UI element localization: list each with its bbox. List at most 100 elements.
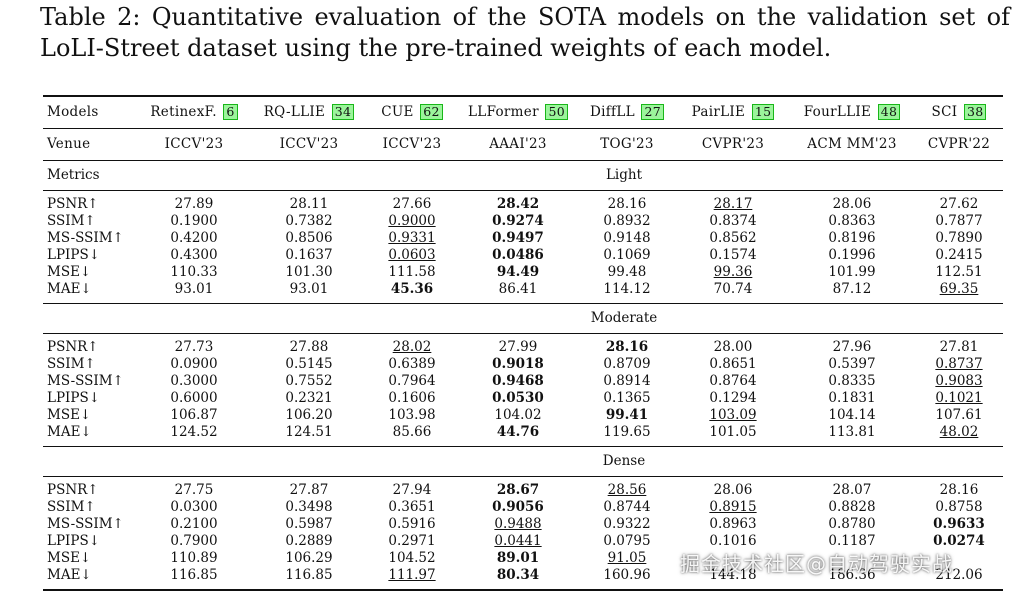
metric-row: SSIM↑ 0.1900 0.7382 0.9000 0.9274 0.8932 0.837… [43, 213, 1003, 230]
value-cell: 0.8374 [709, 213, 757, 229]
venue-cell: ICCV'23 [253, 128, 365, 161]
value-cell: 0.0441 [494, 533, 542, 549]
metric-row: MSE↓ 110.33 101.30 111.58 94.49 99.48 99.36 101… [43, 264, 1003, 281]
citation-link[interactable]: 27 [641, 104, 664, 120]
model-header-cell: RQ-LLIE 34 [253, 95, 365, 129]
value-cell: 80.34 [459, 567, 577, 591]
value-cell: 0.8963 [709, 516, 757, 532]
venue-cell: AAAI'23 [459, 128, 577, 161]
value-cell: 0.6000 [170, 390, 218, 406]
section-header-row: Moderate [43, 303, 1003, 334]
metric-row: SSIM↑ 0.0300 0.3498 0.3651 0.9056 0.8744 0.891… [43, 499, 1003, 516]
value-cell: 48.02 [939, 424, 979, 440]
metric-name: LPIPS↓ [47, 390, 101, 406]
value-cell: 86.41 [498, 281, 538, 297]
model-name: LLFormer [468, 104, 539, 120]
value-cell: 0.6389 [388, 356, 436, 372]
section-title: Dense [459, 446, 789, 477]
metric-row: MAE↓ 124.52 124.51 85.66 44.76 119.65 101.05 11… [43, 424, 1003, 447]
model-header-cell: RetinexF. 6 [135, 95, 253, 129]
value-cell: 0.8932 [603, 213, 651, 229]
value-cell: 0.7552 [285, 373, 333, 389]
value-cell: 0.8758 [935, 499, 983, 515]
metric-name: PSNR↑ [43, 476, 135, 499]
metric-name: MAE↓ [47, 424, 92, 440]
value-cell: 45.36 [390, 281, 434, 297]
citation-link[interactable]: 15 [751, 104, 775, 120]
metric-name: MS-SSIM↑ [47, 230, 124, 246]
metric-name: MSE↓ [47, 264, 92, 280]
value-cell: 0.8562 [709, 230, 757, 246]
value-cell: 93.01 [174, 281, 214, 297]
value-cell: 0.1021 [935, 390, 983, 406]
metric-name: MAE↓ [43, 567, 135, 591]
value-cell: 0.9018 [492, 356, 544, 372]
value-cell: 104.02 [494, 407, 542, 423]
model-header-cell: LLFormer 50 [459, 95, 577, 129]
section-header-row: Metrics Light [43, 160, 1003, 191]
value-cell: 0.9000 [388, 213, 436, 229]
value-cell: 28.16 [577, 190, 677, 213]
citation-link[interactable]: 50 [545, 104, 568, 120]
model-header-cell: CUE 62 [365, 95, 459, 129]
value-cell: 186.36 [789, 567, 915, 591]
value-cell: 99.36 [713, 264, 753, 280]
value-cell: 0.5916 [388, 516, 436, 532]
value-cell: 101.05 [709, 424, 757, 440]
value-cell: 0.2321 [285, 390, 333, 406]
value-cell: 0.4300 [170, 247, 218, 263]
value-cell: 0.8335 [828, 373, 876, 389]
value-cell: 0.9148 [603, 230, 651, 246]
metric-name: SSIM↑ [47, 356, 96, 372]
citation-link[interactable]: 6 [223, 104, 238, 120]
value-cell: 85.66 [392, 424, 432, 440]
value-cell: 0.2889 [285, 533, 333, 549]
metric-row: LPIPS↓ 0.7900 0.2889 0.2971 0.0441 0.0795 0.10… [43, 533, 1003, 550]
watermark: 掘金技术社区@自动驾驶实战 [680, 552, 953, 576]
venue-cell: CVPR'22 [915, 128, 1003, 161]
value-cell: 0.8828 [828, 499, 876, 515]
value-cell: 103.98 [388, 407, 436, 423]
value-cell: 0.1996 [828, 247, 876, 263]
value-cell: 44.76 [496, 424, 540, 440]
metric-name: MAE↓ [47, 281, 92, 297]
value-cell: 28.02 [365, 333, 459, 356]
value-cell: 28.06 [789, 190, 915, 213]
value-cell: 107.61 [935, 407, 983, 423]
value-cell: 87.12 [832, 281, 872, 297]
citation-link[interactable]: 48 [877, 104, 901, 120]
value-cell: 28.56 [577, 476, 677, 499]
citation-link[interactable]: 62 [420, 104, 443, 120]
value-cell: 0.0486 [492, 247, 544, 263]
citation-link[interactable]: 34 [331, 104, 355, 120]
value-cell: 0.1574 [709, 247, 757, 263]
spacer-cell [789, 303, 1003, 334]
value-cell: 0.3651 [388, 499, 436, 515]
value-cell: 70.74 [713, 281, 753, 297]
value-cell: 27.73 [135, 333, 253, 356]
value-cell: 0.8764 [709, 373, 757, 389]
value-cell: 0.8914 [603, 373, 651, 389]
value-cell: 0.0795 [603, 533, 651, 549]
value-cell: 0.8363 [828, 213, 876, 229]
value-cell: 116.85 [253, 567, 365, 591]
value-cell: 27.88 [253, 333, 365, 356]
value-cell: 110.33 [170, 264, 218, 280]
value-cell: 99.41 [605, 407, 649, 423]
value-cell: 0.9274 [492, 213, 544, 229]
value-cell: 27.62 [915, 190, 1003, 213]
value-cell: 0.5397 [828, 356, 876, 372]
value-cell: 104.14 [828, 407, 876, 423]
value-cell: 106.20 [285, 407, 333, 423]
value-cell: 0.1069 [603, 247, 651, 263]
model-header-cell: PairLIE 15 [677, 95, 789, 129]
value-cell: 113.81 [828, 424, 876, 440]
value-cell: 28.07 [789, 476, 915, 499]
venue-label: Venue [43, 128, 135, 161]
value-cell: 112.51 [935, 264, 983, 280]
value-cell: 93.01 [289, 281, 329, 297]
model-header-cell: SCI 38 [915, 95, 1003, 129]
metric-row: MS-SSIM↑ 0.4200 0.8506 0.9331 0.9497 0.9148 0.… [43, 230, 1003, 247]
value-cell: 0.0300 [170, 499, 218, 515]
citation-link[interactable]: 38 [963, 104, 987, 120]
